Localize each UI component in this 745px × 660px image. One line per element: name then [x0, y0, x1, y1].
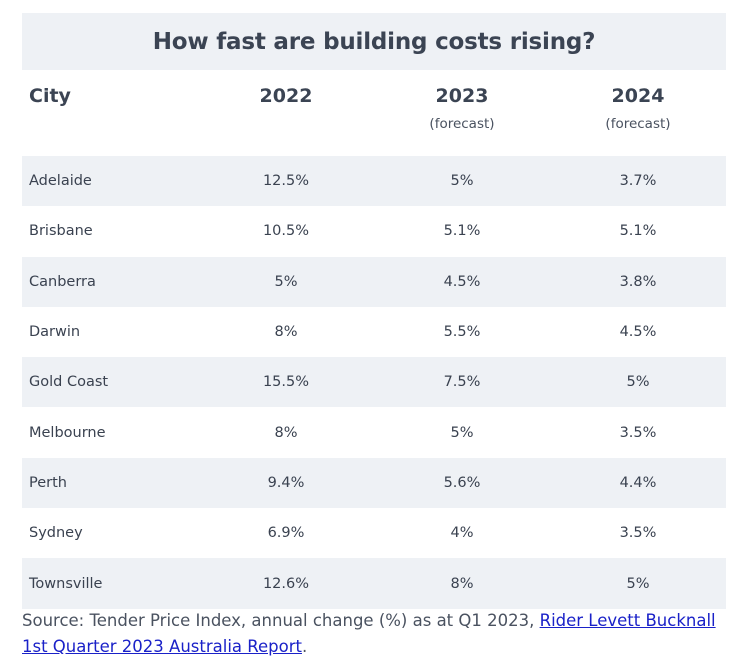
value-2022-cell: 10.5%: [262, 223, 310, 240]
value-2024-cell: 5%: [626, 575, 650, 592]
city-cell: Darwin: [29, 324, 81, 341]
table-row: Gold Coast 15.5% 7.5% 5%: [22, 357, 726, 408]
header-2024-note: (forecast): [605, 116, 671, 132]
table-row: Darwin 8% 5.5% 4.5%: [22, 307, 726, 357]
table-row: Townsville 12.6% 8% 5%: [22, 558, 726, 609]
value-2022-cell: 9.4%: [267, 474, 305, 491]
source-suffix: .: [301, 637, 308, 656]
value-2022-cell: 12.6%: [262, 575, 310, 592]
value-2023-cell: 4%: [450, 525, 474, 542]
city-cell: Perth: [29, 474, 67, 491]
value-2023-cell: 5.6%: [443, 474, 481, 491]
header-2023-note: (forecast): [429, 116, 495, 132]
value-2023-cell: 8%: [450, 575, 474, 592]
value-2022-cell: 5%: [274, 273, 298, 290]
table-header-row: City 2022 2023 2024 (forecast) (forecast…: [22, 70, 726, 156]
value-2024-cell: 5.1%: [619, 223, 657, 240]
value-2022-cell: 6.9%: [267, 525, 305, 542]
value-2022-cell: 12.5%: [262, 173, 310, 190]
value-2023-cell: 5%: [450, 173, 474, 190]
city-cell: Brisbane: [29, 223, 93, 240]
source-note: Source: Tender Price Index, annual chang…: [22, 608, 722, 660]
value-2024-cell: 4.5%: [619, 324, 657, 341]
value-2022-cell: 15.5%: [262, 374, 310, 391]
table-row: Brisbane 10.5% 5.1% 5.1%: [22, 206, 726, 256]
city-cell: Sydney: [29, 525, 83, 542]
value-2024-cell: 5%: [626, 374, 650, 391]
header-2023: 2023: [435, 85, 489, 107]
table-row: Melbourne 8% 5% 3.5%: [22, 407, 726, 457]
source-prefix: Source: Tender Price Index, annual chang…: [22, 611, 540, 630]
cost-table: City 2022 2023 2024 (forecast) (forecast…: [22, 70, 726, 609]
page-title: How fast are building costs rising?: [152, 28, 596, 55]
header-2022: 2022: [259, 85, 313, 107]
value-2023-cell: 5.1%: [443, 223, 481, 240]
value-2022-cell: 8%: [274, 424, 298, 441]
table-row: Adelaide 12.5% 5% 3.7%: [22, 156, 726, 207]
value-2023-cell: 5.5%: [443, 324, 481, 341]
value-2024-cell: 4.4%: [619, 474, 657, 491]
city-cell: Adelaide: [29, 173, 92, 190]
value-2024-cell: 3.5%: [619, 525, 657, 542]
source-report-link[interactable]: Rider Levett Bucknall 1st Quarter 2023 A…: [22, 611, 716, 656]
value-2024-cell: 3.7%: [619, 173, 657, 190]
value-2024-cell: 3.5%: [619, 424, 657, 441]
city-cell: Melbourne: [29, 424, 106, 441]
table-row: Canberra 5% 4.5% 3.8%: [22, 256, 726, 307]
table-row: Sydney 6.9% 4% 3.5%: [22, 508, 726, 558]
table-row: Perth 9.4% 5.6% 4.4%: [22, 457, 726, 509]
value-2023-cell: 7.5%: [443, 374, 481, 391]
value-2023-cell: 4.5%: [443, 273, 481, 290]
city-cell: Gold Coast: [29, 374, 109, 391]
header-2024: 2024: [611, 85, 665, 107]
header-city: City: [29, 85, 71, 107]
value-2024-cell: 3.8%: [619, 273, 657, 290]
city-cell: Townsville: [29, 575, 103, 592]
value-2023-cell: 5%: [450, 424, 474, 441]
value-2022-cell: 8%: [274, 324, 298, 341]
title-bar: How fast are building costs rising?: [22, 13, 726, 70]
city-cell: Canberra: [29, 273, 96, 290]
